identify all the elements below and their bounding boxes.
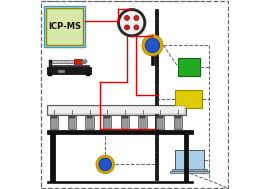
Bar (156, 116, 164, 129)
Bar (50, 134, 55, 182)
Bar (46, 8, 83, 45)
Bar (140, 116, 146, 118)
Bar (178, 58, 200, 76)
Bar (52, 60, 74, 63)
Bar (47, 181, 193, 183)
Circle shape (134, 15, 139, 20)
Circle shape (97, 156, 114, 173)
Bar (47, 105, 186, 115)
Circle shape (145, 38, 160, 53)
Bar (122, 116, 128, 118)
Bar (122, 118, 128, 129)
Bar (121, 116, 129, 129)
Bar (157, 116, 163, 118)
Bar (87, 118, 93, 129)
Bar (170, 171, 209, 173)
Bar (48, 65, 89, 67)
Bar (47, 67, 91, 74)
Circle shape (84, 60, 87, 63)
Bar (69, 116, 75, 118)
Bar (74, 59, 82, 64)
Bar (175, 90, 201, 108)
Circle shape (134, 25, 139, 30)
Bar (172, 169, 207, 171)
Bar (175, 116, 181, 118)
Circle shape (142, 35, 163, 56)
Bar (139, 116, 147, 129)
Circle shape (118, 9, 146, 36)
Circle shape (125, 15, 129, 20)
Bar (58, 70, 65, 73)
Bar (87, 116, 92, 118)
Circle shape (96, 155, 115, 174)
Text: ICP-MS: ICP-MS (48, 22, 81, 31)
Circle shape (119, 10, 144, 35)
Bar (104, 116, 110, 118)
Bar (151, 53, 154, 65)
Bar (51, 118, 57, 129)
Bar (50, 116, 58, 129)
Bar (85, 116, 94, 129)
Bar (175, 150, 204, 170)
Bar (48, 106, 185, 114)
Bar (175, 118, 181, 129)
Bar (81, 60, 85, 63)
Circle shape (125, 25, 129, 30)
Circle shape (99, 158, 111, 171)
Bar (49, 60, 52, 67)
Bar (47, 130, 193, 134)
Bar (51, 116, 57, 118)
Bar (103, 116, 111, 129)
Bar (140, 118, 146, 129)
Circle shape (143, 36, 162, 55)
Bar (154, 9, 158, 180)
Bar (184, 134, 188, 182)
Bar (69, 118, 75, 129)
Bar (44, 6, 85, 47)
Bar (48, 73, 52, 76)
Bar (104, 118, 110, 129)
Bar (157, 118, 163, 129)
Bar (68, 116, 76, 129)
Bar (174, 116, 182, 129)
Bar (86, 73, 90, 76)
